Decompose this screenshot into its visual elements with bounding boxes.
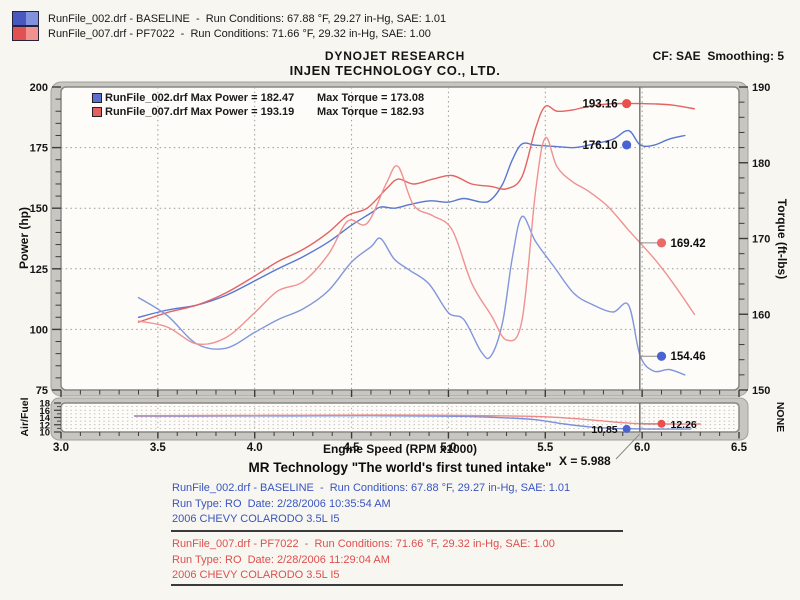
cursor-callout-leader: [615, 433, 641, 460]
svg-text:200: 200: [30, 82, 48, 94]
cf-smoothing-label: CF: SAE Smoothing: 5: [652, 49, 784, 63]
legend-run-row: RunFile_007.drf - PF7022 - Run Condition…: [12, 26, 446, 41]
svg-text:125: 125: [30, 264, 48, 276]
run-color-swatch: [12, 26, 39, 41]
svg-text:3.0: 3.0: [53, 442, 69, 454]
svg-text:170: 170: [752, 234, 770, 246]
marker-dot-torque-baseline: [656, 351, 667, 361]
marker-label-af-pf7022: 12.26: [671, 419, 697, 431]
run-info-line: Run Type: RO Date: 2/28/2006 10:35:54 AM: [172, 497, 391, 510]
max-torque-label: Max Torque = 173.08: [317, 92, 425, 104]
run-info-line: 2006 CHEVY COLARODO 3.5L I5: [172, 569, 340, 581]
run-color-swatch: [92, 93, 102, 103]
svg-text:12: 12: [39, 420, 50, 431]
marker-label-torque-pf7022: 169.42: [671, 238, 706, 250]
svg-text:14: 14: [39, 413, 50, 424]
pf7022-run-info: RunFile_007.drf - PF7022 - Run Condition…: [172, 537, 555, 584]
svg-text:160: 160: [752, 309, 770, 321]
marker-label-power-baseline: 176.10: [582, 140, 617, 152]
svg-text:6.0: 6.0: [634, 442, 650, 454]
svg-text:10: 10: [39, 428, 50, 439]
curve-torque-pf7022: [137, 136, 696, 346]
marker-dot-af-baseline: [622, 424, 631, 433]
svg-text:6.5: 6.5: [731, 442, 748, 454]
svg-text:150: 150: [30, 203, 48, 215]
svg-text:3.5: 3.5: [150, 442, 167, 454]
run-color-swatch: [92, 107, 102, 117]
svg-text:18: 18: [39, 399, 50, 410]
af-axis-title: Air/Fuel: [19, 397, 31, 436]
legend-run-label: RunFile_007.drf - PF7022 - Run Condition…: [48, 27, 431, 40]
run-info-line: RunFile_007.drf - PF7022 - Run Condition…: [172, 538, 555, 550]
axis-tick-labels: 7510012515017520015016017018019010121416…: [30, 82, 771, 454]
svg-text:175: 175: [30, 143, 48, 155]
marker-dot-power-baseline: [622, 140, 632, 150]
chart-max-legend: RunFile_002.drf Max Power = 182.47 Max T…: [92, 91, 424, 119]
legend-run-row: RunFile_002.drf - BASELINE - Run Conditi…: [12, 11, 446, 26]
curve-power-baseline: [137, 129, 686, 318]
power-axis-title: Power (hp): [17, 207, 31, 269]
run-color-swatch: [12, 11, 39, 26]
curve-power-pf7022: [137, 102, 696, 323]
svg-text:180: 180: [752, 158, 770, 170]
af-right-axis-title: NONE: [774, 402, 786, 432]
marker-dot-power-pf7022: [622, 98, 632, 109]
marker-dot-af-pf7022: [657, 419, 666, 428]
x-axis-title: Engine Speed (RPM x1000): [323, 442, 477, 456]
run-info-line: 2006 CHEVY COLARODO 3.5L I5: [172, 513, 340, 525]
company-title: INJEN TECHNOLOGY CO., LTD.: [289, 63, 501, 78]
cursor-value-label: X = 5.988: [559, 454, 611, 468]
svg-text:4.5: 4.5: [344, 442, 361, 454]
run-info-line: Run Type: RO Date: 2/28/2006 11:29:04 AM: [172, 553, 390, 566]
top-legend: RunFile_002.drf - BASELINE - Run Conditi…: [12, 11, 446, 41]
legend-run-label: RunFile_002.drf - BASELINE - Run Conditi…: [48, 12, 447, 25]
svg-text:75: 75: [36, 385, 48, 397]
max-legend-row: RunFile_002.drf Max Power = 182.47 Max T…: [92, 91, 424, 105]
run-info-line: RunFile_002.drf - BASELINE - Run Conditi…: [172, 482, 571, 494]
curve-torque-baseline: [137, 215, 686, 376]
svg-text:4.0: 4.0: [247, 442, 263, 454]
report-title: DYNOJET RESEARCH: [324, 49, 466, 63]
max-power-label: RunFile_002.drf Max Power = 182.47: [105, 92, 295, 104]
tagline: MR Technology "The world's first tuned i…: [248, 460, 552, 475]
divider: [171, 530, 623, 532]
svg-text:16: 16: [39, 406, 50, 417]
max-power-label: RunFile_007.drf Max Power = 193.19: [105, 106, 295, 118]
svg-text:190: 190: [752, 82, 770, 94]
svg-text:150: 150: [752, 385, 770, 397]
svg-text:100: 100: [30, 324, 48, 336]
marker-label-power-pf7022: 193.16: [582, 99, 617, 111]
torque-axis-title: Torque (ft-lbs): [775, 199, 789, 279]
marker-label-torque-baseline: 154.46: [671, 351, 706, 363]
marker-dot-torque-pf7022: [656, 238, 667, 248]
svg-text:5.0: 5.0: [440, 442, 456, 454]
svg-text:5.5: 5.5: [537, 442, 554, 454]
max-torque-label: Max Torque = 182.93: [317, 106, 425, 118]
divider: [171, 584, 623, 586]
axis-ticks: [52, 86, 748, 439]
max-legend-row: RunFile_007.drf Max Power = 193.19 Max T…: [92, 105, 424, 119]
marker-label-af-baseline: 10.85: [591, 424, 617, 436]
baseline-run-info: RunFile_002.drf - BASELINE - Run Conditi…: [172, 481, 570, 528]
